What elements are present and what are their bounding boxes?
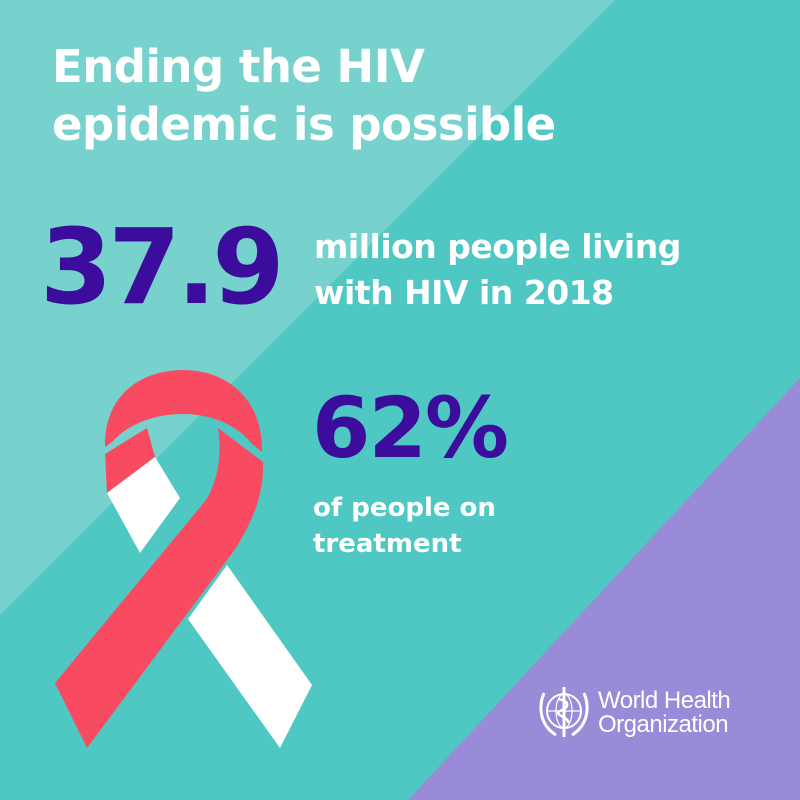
stat2-line-2: treatment xyxy=(313,529,462,559)
stat-treatment-label: of people on treatment xyxy=(313,490,496,562)
page-title: Ending the HIV epidemic is possible xyxy=(52,38,556,154)
purple-corner xyxy=(408,378,800,800)
who-emblem-icon xyxy=(539,687,589,737)
title-line-2: epidemic is possible xyxy=(52,98,556,151)
logo-line-2: Organization xyxy=(598,711,729,738)
stat-people-living-label: million people living with HIV in 2018 xyxy=(314,224,681,316)
stat-treatment-value: 62% xyxy=(312,379,509,477)
awareness-ribbon-icon xyxy=(55,370,312,748)
title-line-1: Ending the HIV xyxy=(52,40,425,93)
logo-line-1: World Health xyxy=(598,687,731,714)
stat-people-living-value: 37.9 xyxy=(40,206,285,328)
who-logo-text: World Health Organization xyxy=(598,687,731,738)
who-logo: World Health Organization xyxy=(536,683,731,743)
stat1-line-2: with HIV in 2018 xyxy=(314,273,614,312)
stat2-line-1: of people on xyxy=(313,493,496,523)
stat1-line-1: million people living xyxy=(314,227,681,266)
